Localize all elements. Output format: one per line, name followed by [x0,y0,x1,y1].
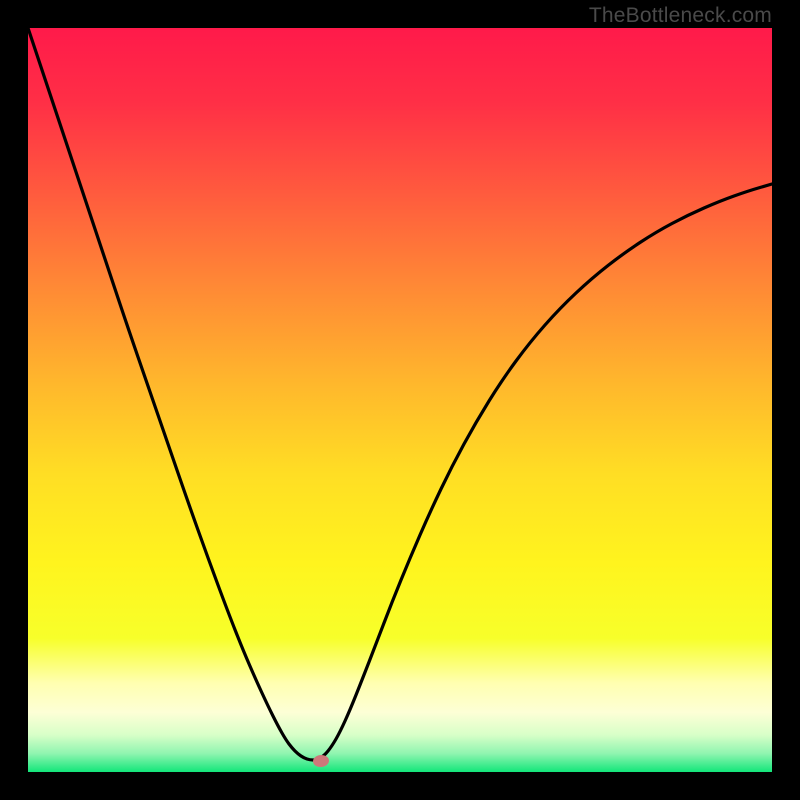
watermark-text: TheBottleneck.com [589,4,772,28]
bottleneck-curve [28,28,772,772]
plot-area [28,28,772,772]
minimum-marker [313,754,330,767]
